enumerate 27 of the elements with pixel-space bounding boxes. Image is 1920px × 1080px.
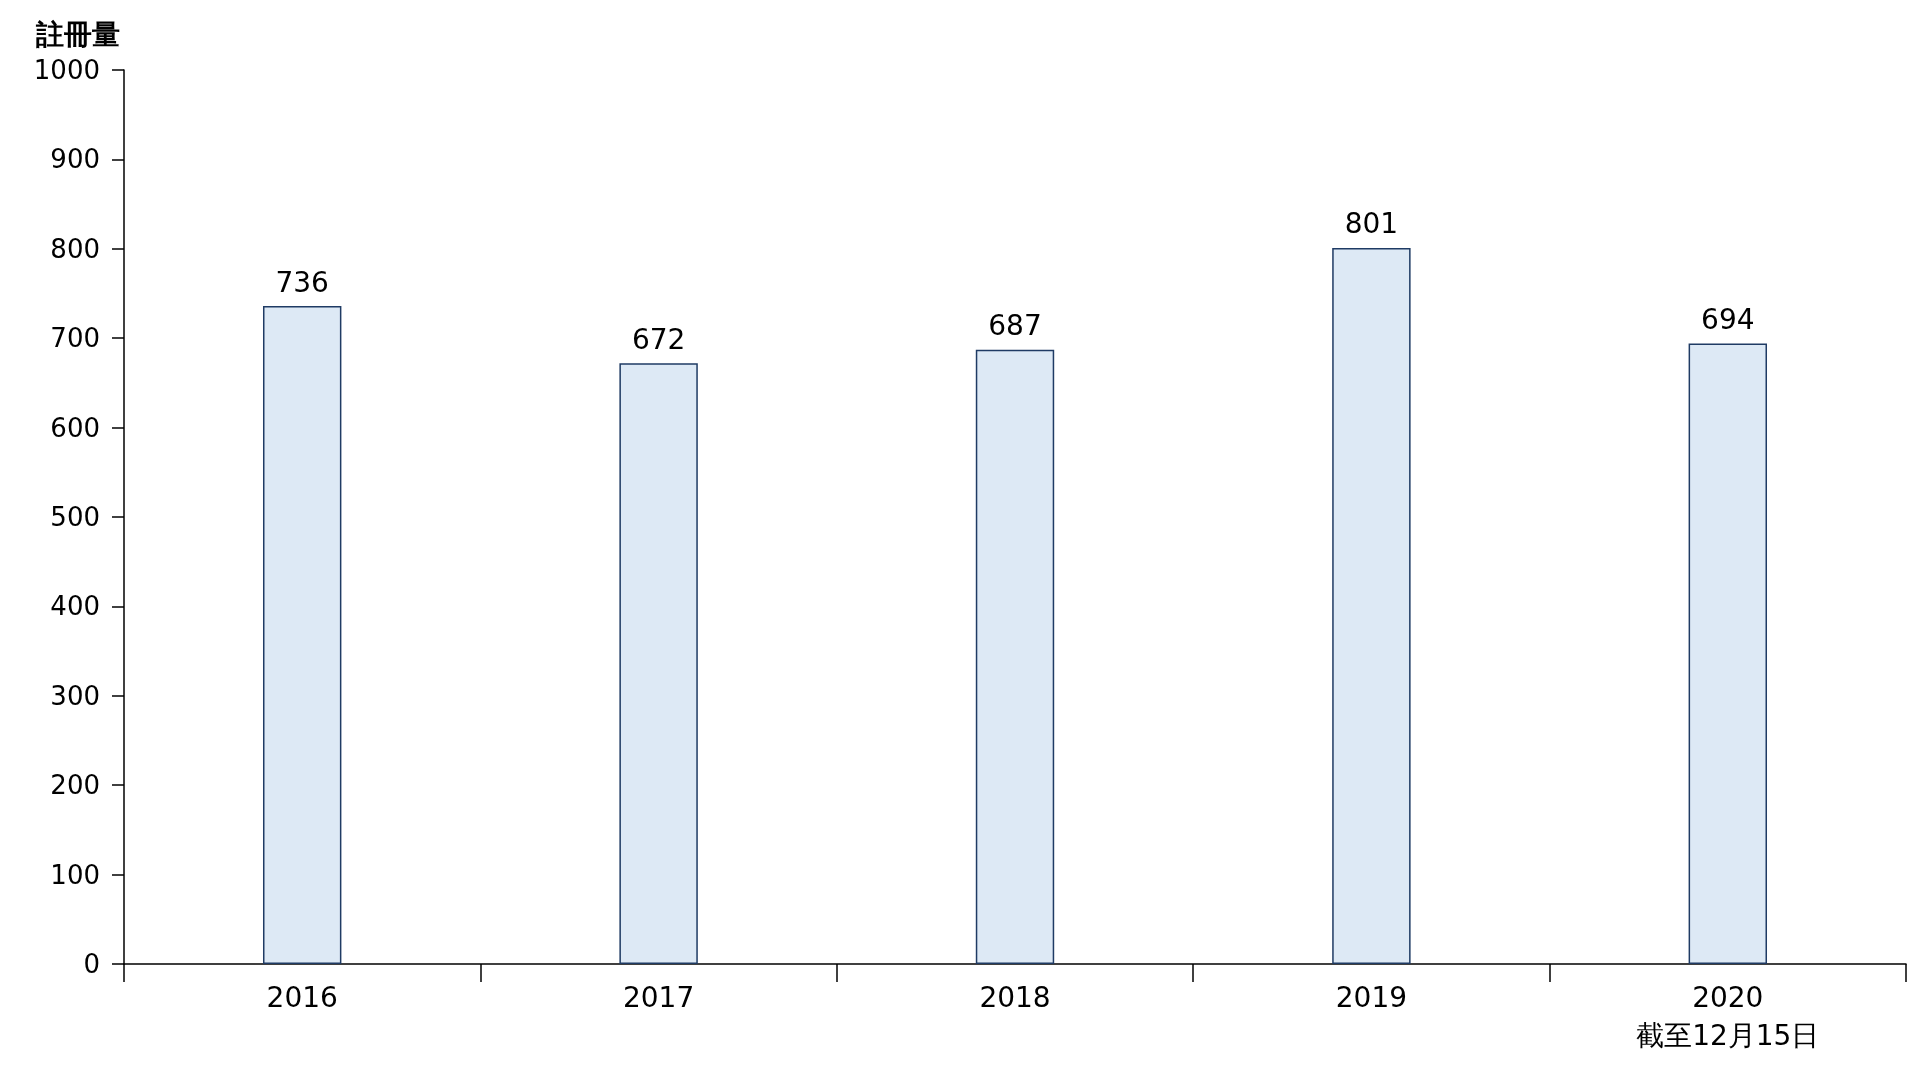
data-label: 694 <box>1701 303 1755 337</box>
y-tick-label: 300 <box>50 680 100 711</box>
y-axis-title: 註冊量 <box>35 17 120 51</box>
y-tick-label: 400 <box>50 591 100 622</box>
y-tick-label: 800 <box>50 233 100 264</box>
x-tick-label: 2020 截至12月15日 <box>1636 980 1820 1052</box>
data-label: 736 <box>275 265 329 299</box>
y-tick-label: 600 <box>50 412 100 443</box>
bar <box>975 349 1055 964</box>
y-tick-label: 0 <box>83 949 100 979</box>
y-tick-label: 1000 <box>33 55 100 85</box>
bar <box>1688 343 1767 964</box>
y-tick-label: 200 <box>50 770 100 801</box>
x-tick-label: 2018 <box>979 980 1051 1014</box>
y-tick-label: 900 <box>50 144 100 175</box>
data-label: 672 <box>631 322 686 356</box>
y-tick-label: 700 <box>50 323 100 354</box>
y-tick-label: 100 <box>50 859 100 890</box>
x-tick-label: 2017 <box>622 980 695 1014</box>
x-tick-label: 2019 <box>1335 980 1408 1014</box>
data-label: 687 <box>988 309 1042 343</box>
bar <box>1332 247 1411 964</box>
bar <box>619 363 698 964</box>
data-label: 801 <box>1344 207 1399 241</box>
y-tick-label: 500 <box>50 502 100 532</box>
bar <box>263 306 342 964</box>
x-tick-label: 2016 <box>266 980 338 1014</box>
